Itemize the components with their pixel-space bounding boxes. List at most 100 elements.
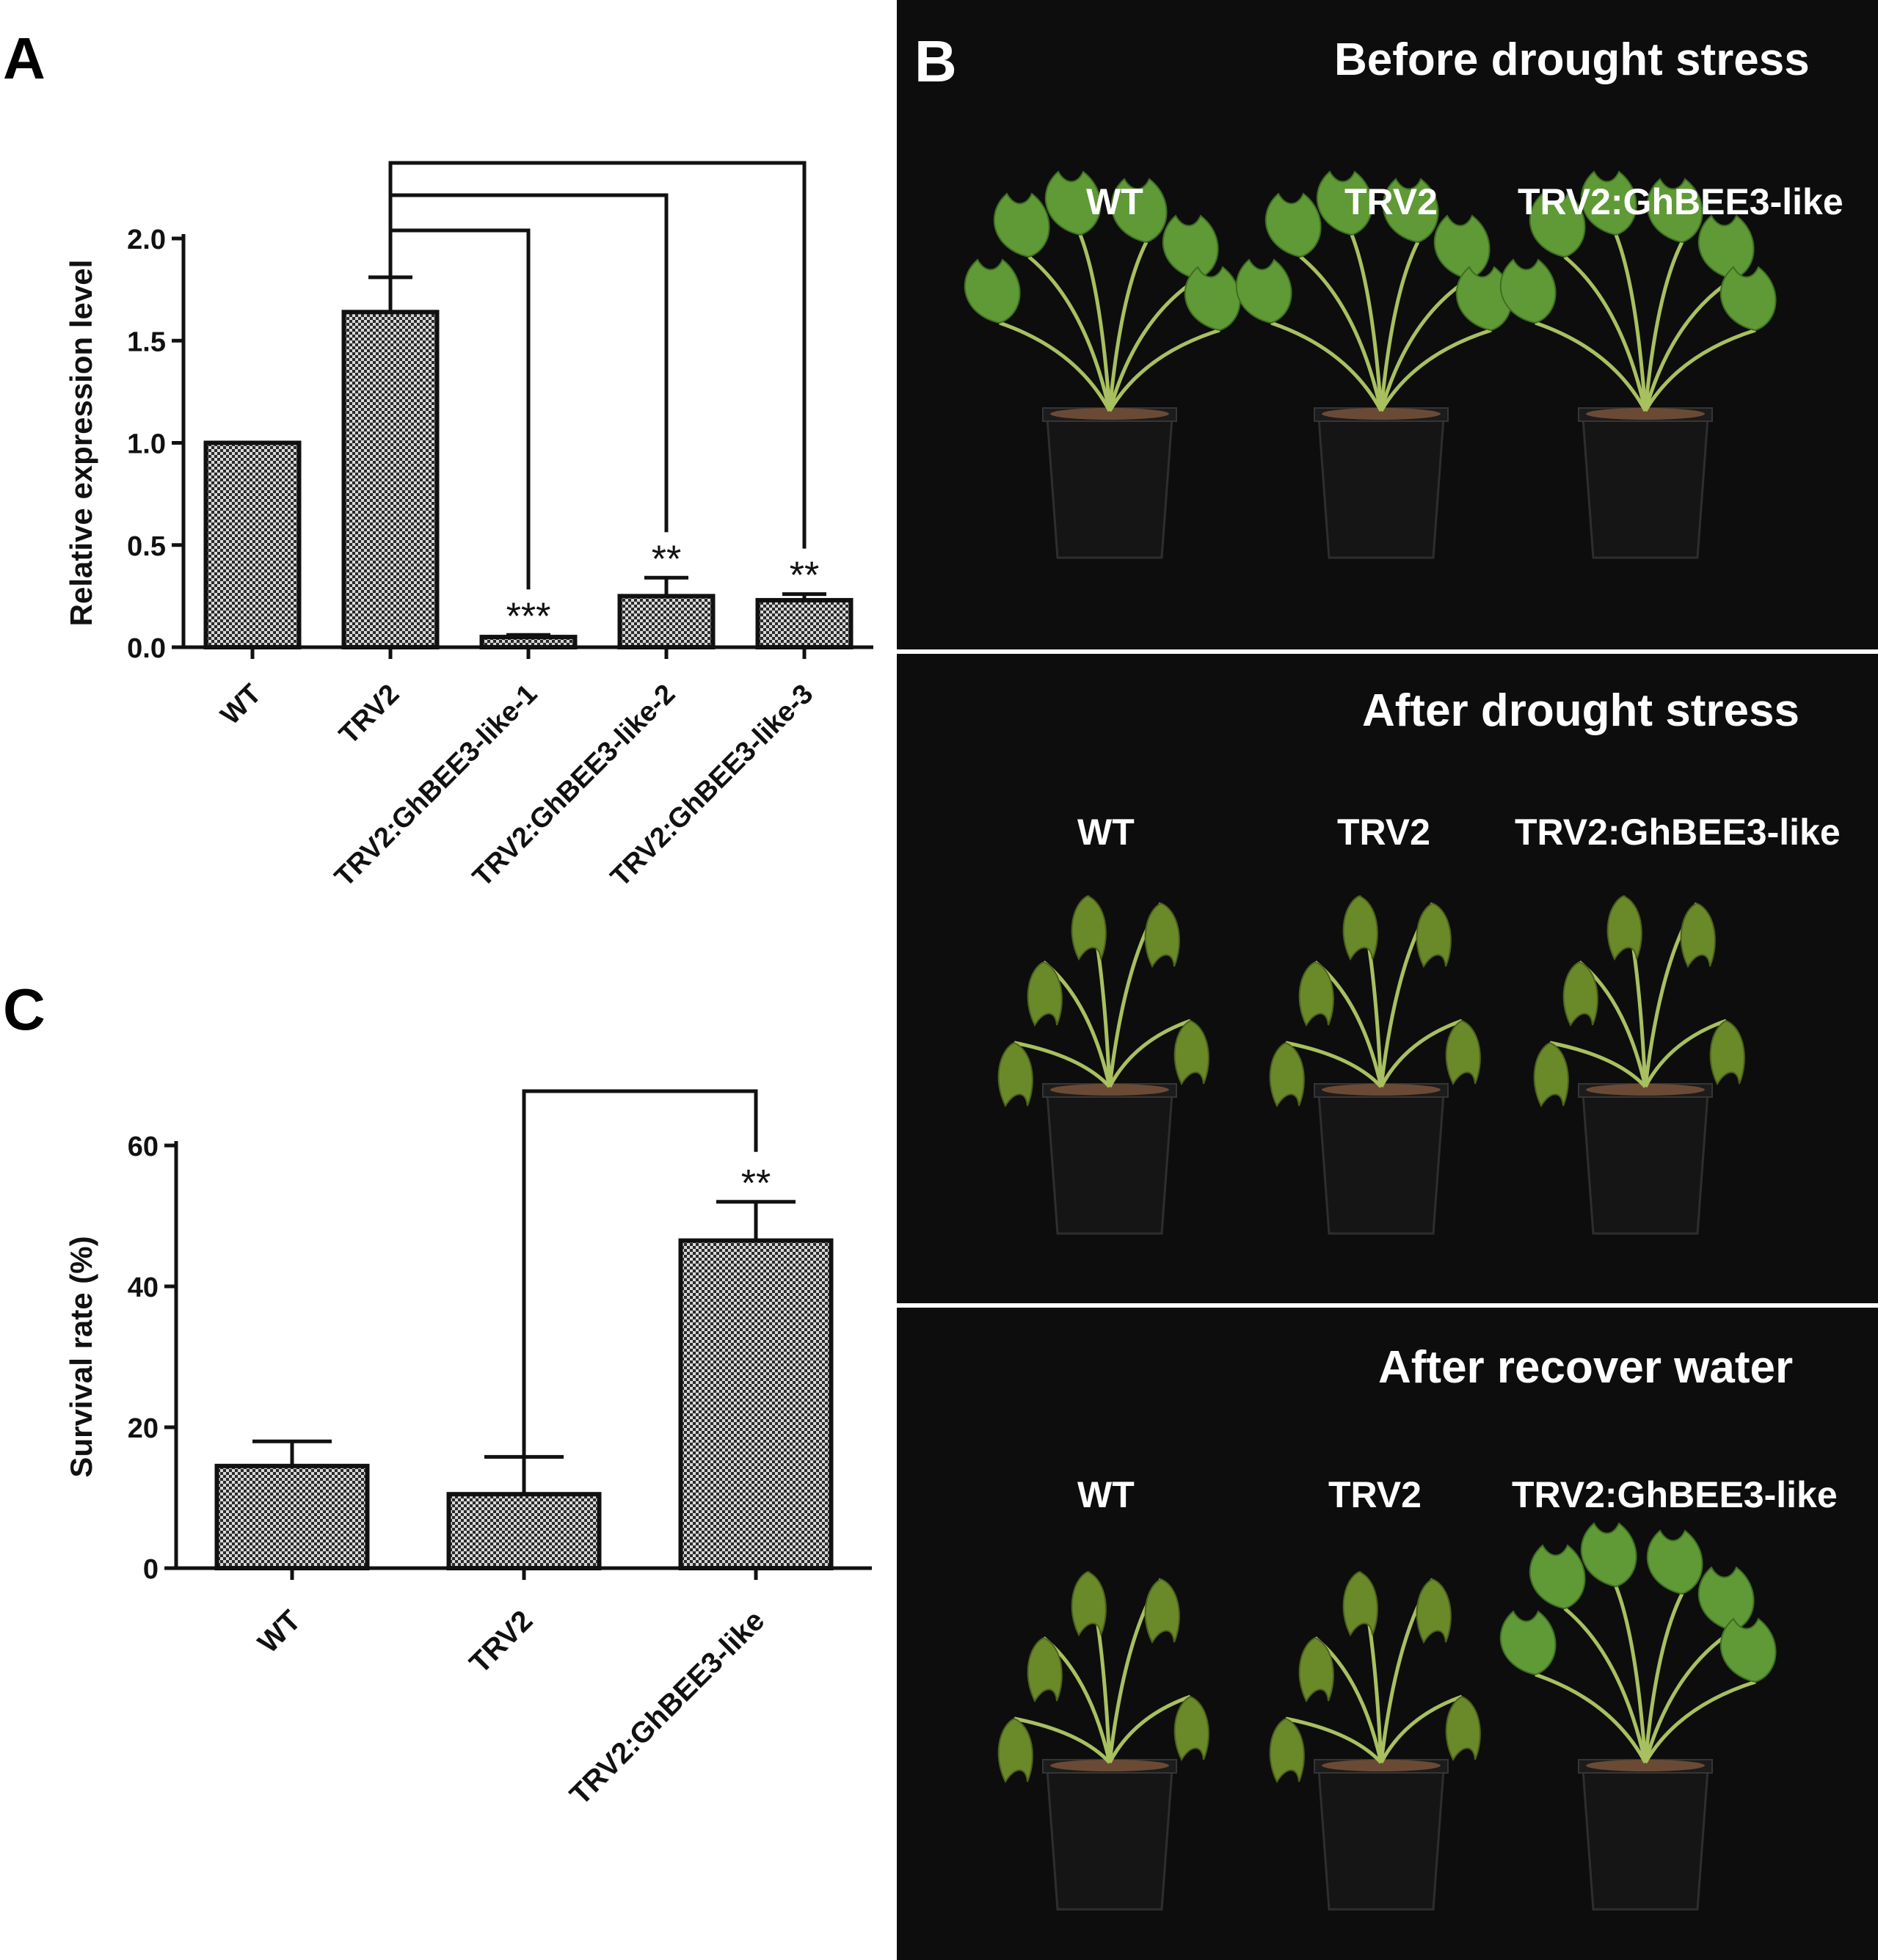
significance-label: ** xyxy=(790,555,819,597)
soil xyxy=(1050,1760,1169,1771)
stem xyxy=(1027,255,1112,412)
stem xyxy=(1299,255,1383,412)
leaf xyxy=(1027,1636,1063,1703)
bar xyxy=(446,1492,602,1571)
plant xyxy=(997,895,1209,1235)
pot xyxy=(1046,417,1173,559)
significance-label: ** xyxy=(652,538,681,580)
expression-bar-chart: 0.0 0.5 1.0 1.5 2.0 Relative expression level… xyxy=(64,161,873,893)
bar xyxy=(755,597,854,650)
photo-after-drought: After drought stress WT TRV2 TRV2:GhBEE3… xyxy=(897,654,1878,1303)
stem xyxy=(999,321,1112,412)
leaf xyxy=(1416,902,1452,969)
significance-label: ** xyxy=(741,1162,771,1205)
plant xyxy=(997,1570,1209,1911)
plant xyxy=(1499,170,1777,559)
significance-label: *** xyxy=(506,595,551,638)
x-tick-label: WT xyxy=(215,679,267,731)
leaf xyxy=(1044,170,1102,236)
survival-bar-chart: 0 20 40 60 Survival rate (%) WT TRV2 TRV2:GhBEE… xyxy=(64,1089,872,1811)
x-tick-label: TRV2:GhBEE3-like xyxy=(564,1604,771,1811)
soil xyxy=(1322,408,1441,420)
plants-illustration xyxy=(997,1522,1777,1911)
photo-label-ghbee3: TRV2:GhBEE3-like xyxy=(1512,1474,1838,1515)
bar xyxy=(678,1238,834,1570)
leaf xyxy=(1529,1544,1586,1610)
leaf xyxy=(997,1041,1033,1108)
leaf xyxy=(1646,1529,1703,1595)
x-tick-label: TRV2 xyxy=(333,679,405,751)
leaf xyxy=(1562,961,1598,1027)
stem xyxy=(1379,1019,1463,1088)
soil xyxy=(1586,1760,1705,1771)
y-tick-label: 0 xyxy=(143,1554,159,1585)
stem xyxy=(1643,241,1684,412)
leaf xyxy=(1264,192,1322,258)
leaf xyxy=(1235,258,1292,324)
leaf xyxy=(964,258,1021,324)
stem xyxy=(1270,321,1383,412)
plant xyxy=(1269,895,1481,1235)
pot xyxy=(1582,1768,1709,1911)
panel-letter-b: B xyxy=(914,29,957,94)
bar xyxy=(214,1463,370,1570)
leaf xyxy=(1445,1695,1481,1762)
stem xyxy=(1535,1672,1648,1764)
photo-label-trv2: TRV2 xyxy=(1337,812,1430,853)
leaf xyxy=(1382,178,1439,244)
plant xyxy=(1269,1570,1481,1911)
y-tick-label: 40 xyxy=(128,1272,159,1303)
stem xyxy=(1107,277,1199,412)
x-tick-label: TRV2 xyxy=(463,1604,539,1680)
leaf xyxy=(1719,1617,1777,1683)
leaf xyxy=(1071,895,1107,961)
stem xyxy=(1285,1041,1383,1088)
stem xyxy=(1285,1716,1383,1764)
y-tick-label: 0.0 xyxy=(127,633,166,664)
stem xyxy=(1107,241,1149,412)
leaf xyxy=(1071,1570,1107,1637)
photo-label-trv2: TRV2 xyxy=(1328,1474,1422,1515)
leaf xyxy=(1529,192,1586,258)
leaf xyxy=(1709,1019,1745,1086)
stem xyxy=(1013,1716,1111,1764)
y-tick-label: 1.5 xyxy=(127,327,166,357)
leaf xyxy=(1697,1566,1755,1632)
soil xyxy=(1322,1760,1441,1771)
leaf xyxy=(1144,902,1180,969)
plants-illustration xyxy=(997,895,1745,1235)
stem xyxy=(1643,1628,1735,1763)
photo-label-wt: WT xyxy=(1086,181,1143,222)
photo-panel-b: B Before drought stress WT TRV2 TRV2:GhB… xyxy=(897,0,1878,1960)
leaf xyxy=(1184,266,1241,332)
leaf xyxy=(1162,214,1219,280)
soil xyxy=(1322,1084,1441,1096)
stem xyxy=(1563,255,1648,412)
leaf xyxy=(1342,1570,1378,1637)
leaf xyxy=(1646,178,1703,244)
soil xyxy=(1050,1084,1169,1096)
leaf xyxy=(1680,902,1716,969)
leaf xyxy=(1173,1695,1209,1762)
panel-divider xyxy=(892,0,897,1960)
photo-label-trv2: TRV2 xyxy=(1344,181,1438,222)
stem xyxy=(1107,1694,1191,1764)
bar xyxy=(203,440,302,649)
photo-title: Before drought stress xyxy=(1334,34,1810,85)
leaf xyxy=(1433,214,1491,280)
y-tick-label: 20 xyxy=(128,1413,159,1444)
stem xyxy=(1379,1694,1463,1764)
leaf xyxy=(1606,895,1642,961)
leaf xyxy=(1110,178,1168,244)
stem xyxy=(1614,1586,1648,1763)
stem xyxy=(1643,1592,1684,1763)
photo-divider xyxy=(897,1303,1878,1308)
photo-title: After drought stress xyxy=(1362,685,1799,736)
photo-label-ghbee3: TRV2:GhBEE3-like xyxy=(1515,812,1841,853)
stem xyxy=(1379,277,1471,412)
stem xyxy=(1643,328,1756,412)
leaf xyxy=(1580,1522,1637,1588)
x-tick-label: WT xyxy=(252,1604,307,1659)
leaf xyxy=(1298,961,1334,1027)
plant xyxy=(1499,1522,1777,1911)
